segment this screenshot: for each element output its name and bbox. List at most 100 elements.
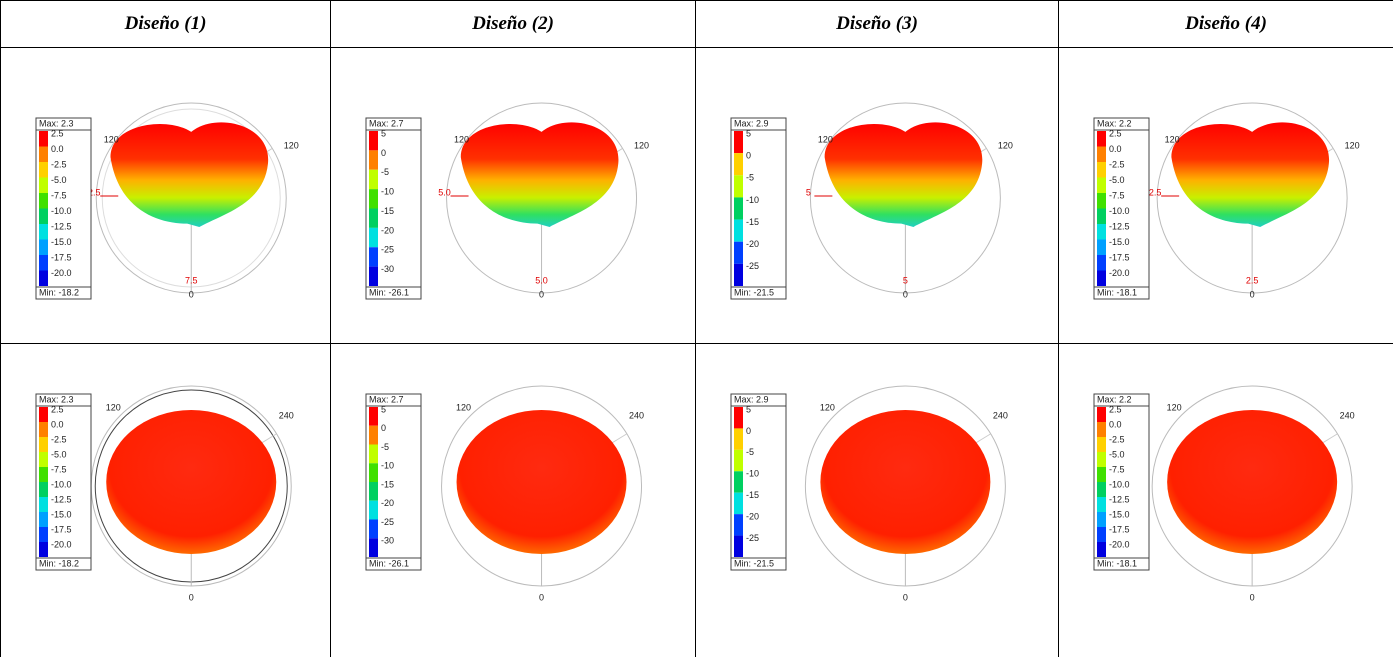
legend-swatch [369, 189, 378, 208]
pattern-blob [825, 122, 983, 227]
legend-tick: -25 [381, 245, 394, 255]
angle-label: 5.0 [535, 275, 548, 285]
legend-swatch [369, 445, 378, 464]
legend-tick: -20 [381, 498, 394, 508]
legend-tick: -20.0 [1109, 539, 1130, 549]
legend-swatch [369, 170, 378, 189]
legend-swatch [369, 538, 378, 557]
legend-tick: -15 [381, 479, 394, 489]
legend-tick: -20 [746, 512, 759, 522]
legend-tick: -5.0 [1109, 175, 1125, 185]
legend-swatch [1097, 162, 1106, 178]
angle-label: 120 [1167, 402, 1182, 412]
legend-tick: -7.5 [51, 190, 67, 200]
legend-swatch [369, 150, 378, 169]
header-cell: Diseño (1) [1, 1, 331, 48]
legend-tick: 0 [746, 151, 751, 161]
legend-tick: -25 [381, 517, 394, 527]
cell: 1202400Max: 2.32.50.0-2.5-5.0-7.5-10.0-1… [1, 344, 331, 657]
angle-label: 2.5 [1149, 187, 1162, 197]
legend-swatch [1097, 407, 1106, 422]
legend-swatch [1097, 497, 1106, 512]
legend-swatch [39, 147, 48, 163]
angle-label: 0 [1250, 592, 1255, 602]
legend-max: Max: 2.2 [1097, 118, 1132, 128]
legend-tick: -12.5 [51, 221, 72, 231]
legend-swatch [734, 407, 743, 428]
legend-swatch [39, 407, 48, 422]
legend-min: Min: -21.5 [734, 558, 774, 568]
legend-max: Max: 2.3 [39, 394, 74, 404]
legend-swatch [39, 512, 48, 527]
legend-tick: 2.5 [51, 404, 64, 414]
header-row: Diseño (1) Diseño (2) Diseño (3) Diseño … [1, 1, 1393, 48]
legend-swatch [1097, 209, 1106, 225]
legend-swatch [369, 209, 378, 228]
angle-label: 240 [279, 410, 294, 420]
legend-swatch [734, 493, 743, 514]
legend-swatch [39, 467, 48, 482]
legend-tick: -7.5 [51, 464, 67, 474]
pattern-blob [457, 410, 627, 554]
legend-min: Min: -18.2 [39, 287, 79, 297]
legend-tick: -20 [746, 239, 759, 249]
angle-label: 0 [189, 289, 194, 299]
legend-tick: -10.0 [1109, 479, 1130, 489]
legend-tick: -15 [746, 490, 759, 500]
legend-swatch [39, 178, 48, 194]
legend-min: Min: -18.2 [39, 558, 79, 568]
legend-swatch [39, 482, 48, 497]
legend-tick: -17.5 [51, 252, 72, 262]
legend-tick: 2.5 [1109, 404, 1122, 414]
angle-label: 120 [1345, 140, 1360, 150]
legend-max: Max: 2.2 [1097, 394, 1132, 404]
angle-label: 120 [104, 134, 119, 144]
legend-tick: 5 [746, 404, 751, 414]
legend-tick: -2.5 [51, 159, 67, 169]
legend-tick: -15.0 [51, 509, 72, 519]
legend-tick: -20.0 [51, 268, 72, 278]
legend-tick: -20.0 [51, 539, 72, 549]
angle-label: 240 [993, 410, 1008, 420]
legend-swatch [1097, 422, 1106, 437]
legend-swatch [39, 542, 48, 557]
legend-swatch [1097, 224, 1106, 240]
legend-swatch [369, 463, 378, 482]
legend-tick: -10.0 [51, 479, 72, 489]
legend-tick: 0 [381, 148, 386, 158]
legend-swatch [1097, 147, 1106, 163]
legend-tick: -17.5 [1109, 252, 1130, 262]
legend-swatch [369, 267, 378, 286]
legend-max: Max: 2.3 [39, 118, 74, 128]
legend-swatch [369, 247, 378, 266]
design-table: Diseño (1) Diseño (2) Diseño (3) Diseño … [0, 0, 1393, 657]
angle-label: 120 [998, 140, 1013, 150]
legend-tick: -25 [746, 261, 759, 271]
legend-tick: -10.0 [1109, 206, 1130, 216]
angle-label: 120 [634, 140, 649, 150]
legend-tick: 0 [381, 423, 386, 433]
legend-tick: -10 [746, 195, 759, 205]
legend-swatch [1097, 527, 1106, 542]
legend-tick: -5.0 [1109, 449, 1125, 459]
angle-label: 120 [454, 134, 469, 144]
legend-swatch [734, 242, 743, 264]
header-cell: Diseño (3) [696, 1, 1059, 48]
angle-label: 5 [903, 275, 908, 285]
pattern-blob [461, 122, 619, 227]
legend-swatch [1097, 271, 1106, 287]
legend-swatch [369, 228, 378, 247]
pattern-blob [1167, 410, 1337, 554]
legend-tick: 0.0 [51, 419, 64, 429]
legend-tick: -2.5 [1109, 159, 1125, 169]
legend-tick: -10.0 [51, 206, 72, 216]
angle-label: 7.5 [185, 275, 198, 285]
legend-tick: -20 [381, 225, 394, 235]
legend-tick: -20.0 [1109, 268, 1130, 278]
